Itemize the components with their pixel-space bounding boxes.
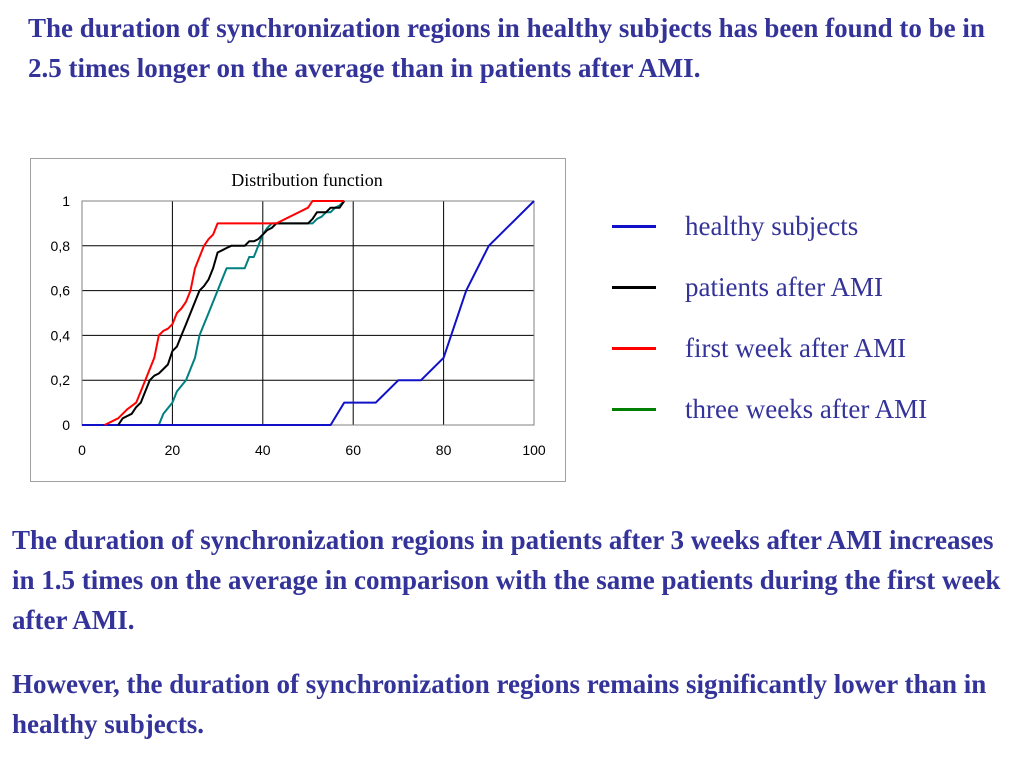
legend-label: first week after AMI <box>685 333 907 363</box>
series-lines <box>82 200 535 426</box>
bottom-paragraph: However, the duration of synchronization… <box>12 669 987 739</box>
x-tick-label: 40 <box>255 442 271 458</box>
legend-line-swatch <box>612 225 656 228</box>
legend-line-swatch <box>612 347 656 350</box>
legend: healthy subjects patients after AMI first … <box>612 196 1024 440</box>
y-tick-label: 0 <box>62 417 70 433</box>
distribution-chart: Distribution function 0 0,2 0,4 0,6 0,8 1 0 20… <box>30 158 566 482</box>
legend-line-swatch <box>612 408 656 411</box>
series-line-three-weeks-after-ami <box>104 200 345 426</box>
legend-label: three weeks after AMI <box>685 394 928 424</box>
x-tick-label: 0 <box>78 442 86 458</box>
middle-paragraph: The duration of synchronization regions … <box>12 525 1001 635</box>
chart-title: Distribution function <box>231 170 383 190</box>
y-tick-label: 0,6 <box>51 283 71 299</box>
y-tick-label: 1 <box>62 193 70 209</box>
series-line-patients-after-ami <box>117 200 346 426</box>
x-tick-label: 60 <box>345 442 361 458</box>
legend-item: three weeks after AMI <box>612 379 1024 440</box>
x-axis-ticks: 0 20 40 60 80 100 <box>78 442 546 458</box>
legend-line-swatch <box>612 286 656 289</box>
y-axis-ticks: 0 0,2 0,4 0,6 0,8 1 <box>51 193 71 433</box>
series-line-first-week-after-ami <box>104 200 345 426</box>
x-tick-label: 80 <box>436 442 452 458</box>
series-line-healthy-subjects <box>82 200 535 426</box>
x-tick-label: 20 <box>165 442 181 458</box>
legend-label: healthy subjects <box>685 211 859 241</box>
y-tick-label: 0,8 <box>51 238 71 254</box>
y-tick-label: 0,4 <box>51 327 71 343</box>
legend-item: healthy subjects <box>612 196 1024 257</box>
legend-item: first week after AMI <box>612 318 1024 379</box>
y-tick-label: 0,2 <box>51 372 71 388</box>
legend-item: patients after AMI <box>612 257 1024 318</box>
legend-label: patients after AMI <box>685 272 883 302</box>
x-tick-label: 100 <box>522 442 546 458</box>
chart-frame <box>30 158 566 482</box>
top-paragraph: The duration of synchronization regions … <box>28 13 985 83</box>
